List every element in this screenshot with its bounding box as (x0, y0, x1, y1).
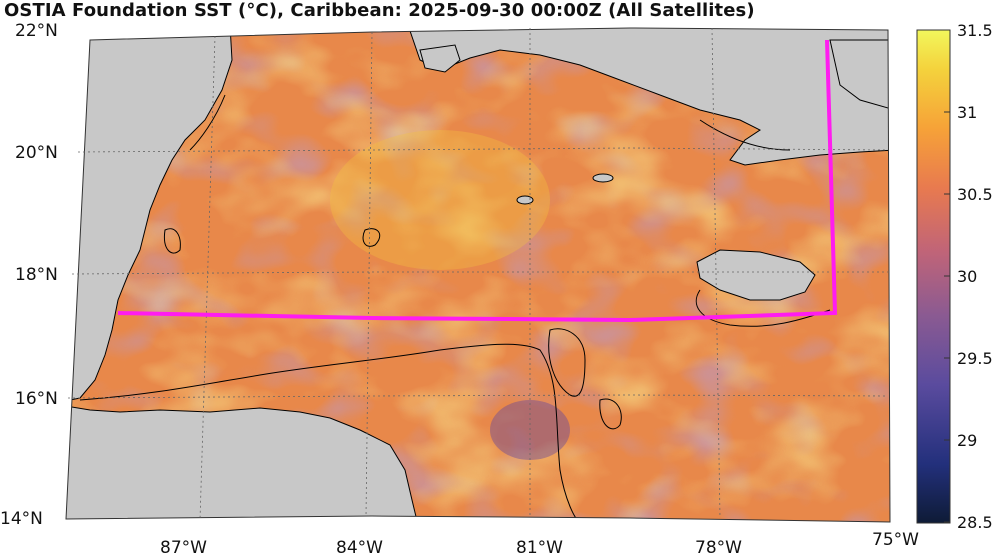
map-field (66, 28, 890, 522)
graticule (67, 27, 889, 521)
lon-label-87w: 87°W (160, 538, 207, 558)
colorbar-label-29: 29 (957, 431, 977, 450)
colorbar-label-30-5: 30.5 (957, 185, 993, 204)
map-title: OSTIA Foundation SST (°C), Caribbean: 20… (4, 0, 755, 21)
colorbar-label-28-5: 28.5 (957, 513, 993, 532)
lon-label-81w: 81°W (516, 538, 563, 558)
colorbar-label-29-5: 29.5 (957, 349, 993, 368)
colorbar-label-31-5: 31.5 (957, 21, 993, 40)
map-frame (65, 27, 891, 523)
colorbar-label-30: 30 (957, 267, 977, 286)
region-box-outline (117, 39, 838, 323)
land-cuba (407, 28, 890, 166)
bathymetry-contours (79, 94, 831, 522)
lon-label-84w: 84°W (336, 538, 383, 558)
island-cayman (516, 195, 534, 205)
island-cayman-brac (592, 173, 614, 183)
lat-label-18n: 18°N (15, 265, 58, 285)
land-isla-juventud (419, 44, 461, 73)
lat-label-14n: 14°N (0, 509, 43, 529)
lat-label-20n: 20°N (15, 143, 58, 163)
lat-label-22n: 22°N (15, 21, 58, 41)
colorbar-label-31: 31 (957, 103, 977, 122)
land-hispaniola (829, 39, 890, 111)
colorbar-ticks (944, 29, 950, 523)
lat-label-16n: 16°N (15, 389, 58, 409)
land-yucatan (66, 28, 233, 403)
land-jamaica (696, 249, 816, 301)
cool-patch-south (490, 400, 570, 460)
lon-label-75w: 75°W (872, 530, 919, 550)
lon-label-78w: 78°W (695, 538, 742, 558)
warm-core (330, 130, 550, 270)
